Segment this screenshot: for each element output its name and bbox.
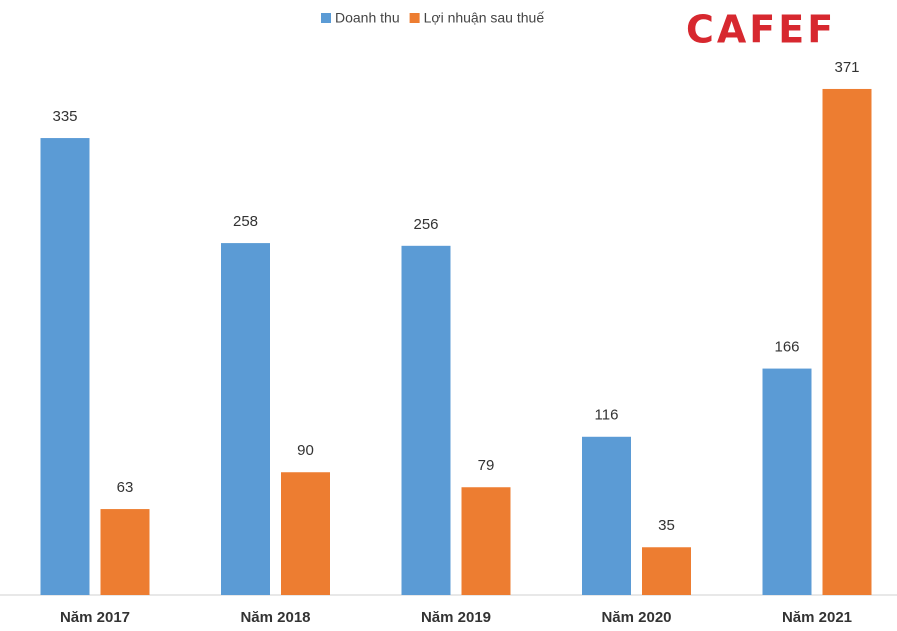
logo: CAFEF	[686, 8, 836, 52]
legend-swatch	[321, 13, 331, 23]
x-tick-label: Năm 2018	[240, 609, 310, 626]
bar	[642, 547, 691, 595]
bar	[461, 487, 511, 595]
x-tick-label: Năm 2019	[421, 609, 491, 626]
legend-swatch	[409, 13, 420, 23]
bar	[762, 368, 812, 595]
data-label: 116	[595, 407, 619, 424]
legend-label: Doanh thu	[335, 10, 400, 26]
data-label: 371	[834, 59, 859, 76]
data-label: 35	[658, 517, 675, 534]
x-tick-label: Năm 2021	[782, 609, 852, 626]
bar	[221, 243, 270, 595]
bar	[40, 138, 90, 595]
bar	[100, 509, 150, 595]
bar	[582, 436, 631, 595]
x-tick-label: Năm 2017	[60, 609, 130, 626]
x-tick-label: Năm 2020	[601, 609, 671, 626]
data-label: 166	[774, 339, 799, 356]
data-label: 335	[52, 108, 77, 125]
bar	[822, 88, 872, 596]
data-label: 256	[413, 216, 438, 233]
legend-label: Lợi nhuận sau thuế	[424, 10, 545, 26]
data-label: 258	[233, 213, 258, 230]
data-label: 63	[117, 479, 134, 496]
bar	[401, 245, 451, 596]
data-label: 79	[478, 457, 495, 474]
data-label: 90	[297, 442, 314, 459]
bar	[281, 472, 330, 595]
